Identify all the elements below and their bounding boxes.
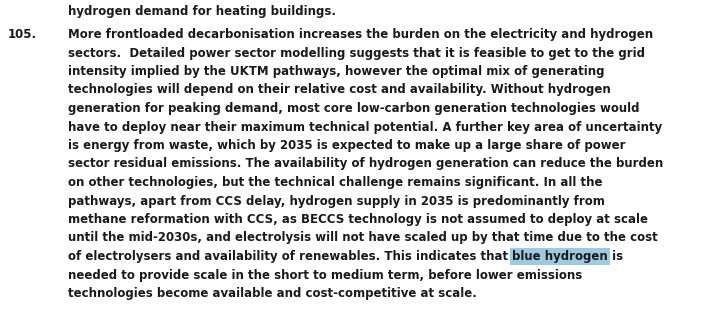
- Text: hydrogen demand for heating buildings.: hydrogen demand for heating buildings.: [68, 5, 336, 18]
- Text: pathways, apart from CCS delay, hydrogen supply in 2035 is predominantly from: pathways, apart from CCS delay, hydrogen…: [68, 194, 605, 208]
- Text: is energy from waste, which by 2035 is expected to make up a large share of powe: is energy from waste, which by 2035 is e…: [68, 139, 626, 152]
- Text: is: is: [608, 250, 623, 263]
- Text: 105.: 105.: [8, 28, 37, 41]
- Text: sector residual emissions. The availability of hydrogen generation can reduce th: sector residual emissions. The availabil…: [68, 158, 663, 171]
- Text: sectors.  Detailed power sector modelling suggests that it is feasible to get to: sectors. Detailed power sector modelling…: [68, 46, 645, 60]
- Text: methane reformation with CCS, as BECCS technology is not assumed to deploy at sc: methane reformation with CCS, as BECCS t…: [68, 213, 648, 226]
- Text: generation for peaking demand, most core low-carbon generation technologies woul: generation for peaking demand, most core…: [68, 102, 639, 115]
- Text: technologies become available and cost-competitive at scale.: technologies become available and cost-c…: [68, 287, 477, 300]
- Text: of electrolysers and availability of renewables. This indicates that: of electrolysers and availability of ren…: [68, 250, 512, 263]
- Text: on other technologies, but the technical challenge remains significant. In all t: on other technologies, but the technical…: [68, 176, 603, 189]
- Text: until the mid-2030s, and electrolysis will not have scaled up by that time due t: until the mid-2030s, and electrolysis wi…: [68, 231, 658, 244]
- Text: More frontloaded decarbonisation increases the burden on the electricity and hyd: More frontloaded decarbonisation increas…: [68, 28, 653, 41]
- Text: intensity implied by the UKTM pathways, however the optimal mix of generating: intensity implied by the UKTM pathways, …: [68, 65, 605, 78]
- Text: blue hydrogen: blue hydrogen: [512, 250, 608, 263]
- Text: needed to provide scale in the short to medium term, before lower emissions: needed to provide scale in the short to …: [68, 269, 582, 281]
- Text: technologies will depend on their relative cost and availability. Without hydrog: technologies will depend on their relati…: [68, 83, 610, 96]
- Text: have to deploy near their maximum technical potential. A further key area of unc: have to deploy near their maximum techni…: [68, 121, 662, 133]
